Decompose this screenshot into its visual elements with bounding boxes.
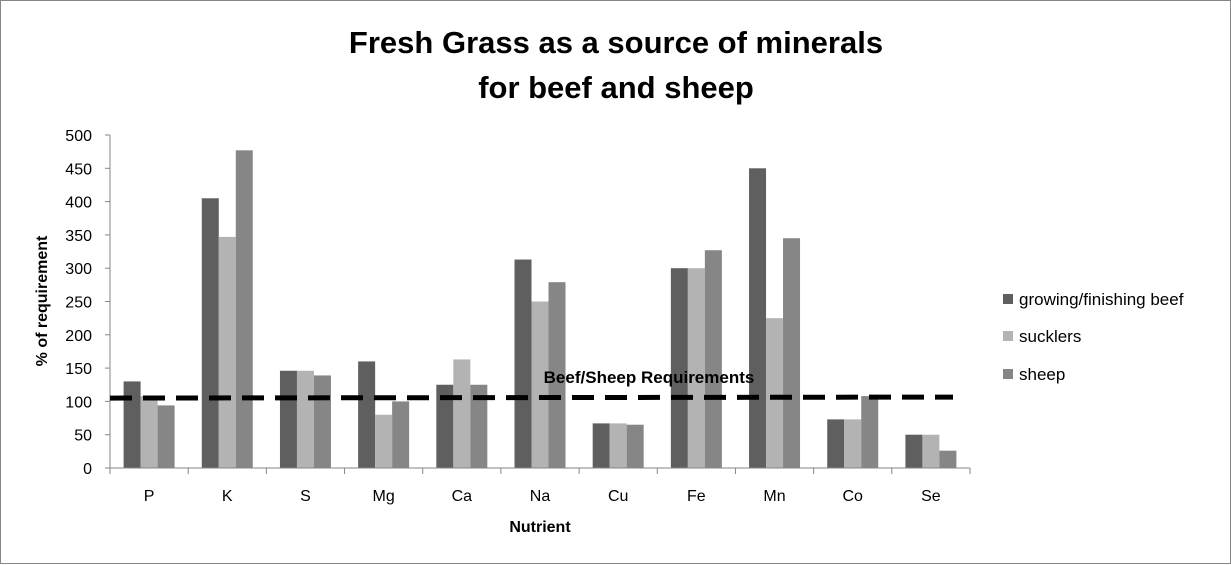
x-tick-label: Ca [452,488,473,505]
y-tick-label: 50 [74,428,92,445]
bar-ca-1 [436,384,454,468]
x-tick-label: Se [921,488,941,505]
bar-cu-3 [626,424,644,468]
chart-title-line-2: for beef and sheep [478,70,754,105]
x-tick-label: Cu [608,488,628,505]
bar-ca-2 [453,359,471,468]
legend-swatch-1 [1003,294,1013,304]
y-tick-label: 250 [65,295,92,312]
bar-se-1 [905,434,923,468]
y-tick-label: 350 [65,228,92,245]
bar-na-2 [531,301,549,468]
bar-mg-1 [358,361,376,468]
y-axis-title: % of requirement [34,235,51,366]
bar-mn-3 [783,238,801,468]
bar-mg-3 [392,401,410,468]
chart-title-line-1: Fresh Grass as a source of minerals [349,25,883,60]
legend-label-3: sheep [1019,365,1065,384]
x-tick-label: P [144,488,155,505]
reference-line [109,394,954,401]
bar-cu-1 [592,423,610,468]
legend-label-2: sucklers [1019,327,1081,346]
bar-cu-2 [609,423,627,468]
x-tick-label: K [222,488,233,505]
x-tick-label: Mg [373,488,395,505]
bar-k-2 [218,236,236,468]
x-tick-label: Mn [763,488,785,505]
y-tick-label: 0 [83,461,92,478]
legend-swatch-3 [1003,369,1013,379]
x-tick-label: Fe [687,488,706,505]
x-axis-title: Nutrient [509,519,571,536]
y-tick-label: 400 [65,195,92,212]
bar-co-3 [861,396,879,468]
y-tick-label: 300 [65,261,92,278]
legend-label-1: growing/finishing beef [1019,290,1184,309]
bar-mg-2 [375,414,393,468]
bar-s-1 [279,370,297,468]
y-tick-label: 100 [65,394,92,411]
bar-na-1 [514,259,532,468]
y-tick-label: 200 [65,328,92,345]
x-tick-label: Co [843,488,864,505]
bar-co-1 [827,419,845,468]
bar-s-2 [296,370,314,468]
y-tick-label: 500 [65,128,92,145]
bar-fe-1 [670,268,688,468]
bar-se-3 [939,450,957,468]
bar-s-3 [313,375,331,468]
bar-se-2 [922,434,940,468]
bar-k-3 [235,150,253,468]
bar-p-2 [140,396,158,468]
bar-mn-1 [749,168,767,469]
bar-fe-3 [704,250,722,468]
bar-co-2 [844,419,862,468]
bar-fe-2 [687,268,705,468]
legend-swatch-2 [1003,331,1013,341]
bar-ca-3 [470,384,488,468]
reference-line-label: Beef/Sheep Requirements [544,368,755,387]
y-tick-label: 150 [65,361,92,378]
bar-na-3 [548,282,566,468]
bar-p-3 [157,405,175,468]
bar-p-1 [123,381,141,468]
y-tick-label: 450 [65,161,92,178]
bar-k-1 [201,198,219,468]
bar-mn-2 [766,318,784,468]
x-tick-label: Na [530,488,551,505]
x-tick-label: S [300,488,311,505]
